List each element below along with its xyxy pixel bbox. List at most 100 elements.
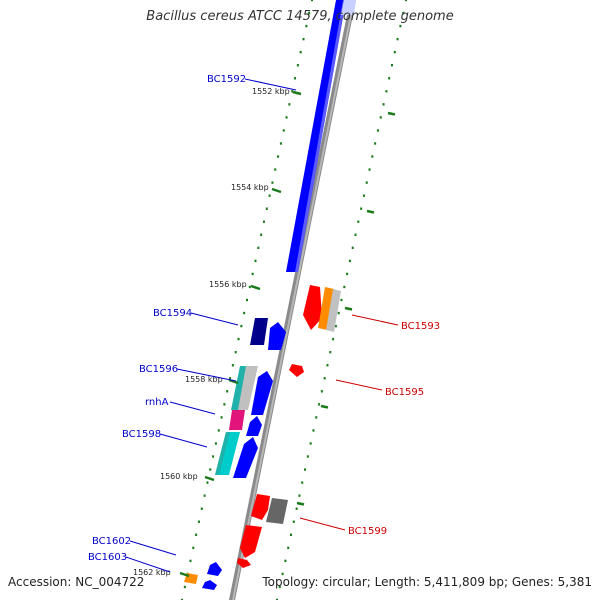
gene-bc1593-c[interactable] [326,289,341,332]
gene-bc1593-b[interactable] [318,287,334,330]
guide-dot [368,168,371,171]
guide-dot [318,403,321,406]
guide-dot [229,377,232,380]
gene-bc1598-b[interactable] [233,437,258,478]
gene-bc1594[interactable] [250,318,268,345]
gene-label[interactable]: BC1593 [401,321,440,332]
guide-dot [329,350,332,354]
gene-rnha[interactable] [229,410,245,430]
gene-leader-line [129,540,177,556]
guide-dot [192,546,195,550]
guide-dot [360,207,363,210]
guide-dot [306,455,309,458]
guide-dot [405,0,407,2]
reverse-features [237,285,341,568]
guide-dot [320,390,323,393]
tick-mark [271,187,282,194]
guide-dot [351,246,354,250]
tick-mark [366,209,375,214]
genome-summary: Topology: circular; Length: 5,411,809 bp… [262,575,592,589]
guide-dot [292,520,295,523]
gene-leader-line [335,379,383,391]
guide-dot [385,90,388,93]
guide-dot [337,311,340,315]
tick-labels: 1552 kbp 1554 kbp 1556 kbp 1558 kbp 1560 kbp… [133,87,290,577]
guide-dot [200,507,203,510]
tick-mark [296,501,305,506]
guide-dot [379,116,382,119]
guide-dot [393,50,396,54]
gene-bc1599-b[interactable] [266,498,288,524]
guide-dot [402,11,405,15]
guide-dot [357,220,360,223]
guide-dot [340,298,343,302]
guide-dot [234,350,237,354]
guide-dot [382,103,385,106]
gene-bc1593-a[interactable] [303,285,322,330]
tick-mark [292,90,302,96]
guide-dot [223,403,226,406]
gene-bc1595[interactable] [289,364,304,377]
guide-dot [309,442,312,445]
guide-dot [311,0,313,2]
guide-dot [265,207,268,210]
guide-dot [305,24,308,28]
gene-label[interactable]: BC1603 [88,552,127,563]
map-title: Bacillus cereus ATCC 14579, complete gen… [146,9,454,24]
forward-features [184,0,356,590]
tick-mark [179,571,190,578]
guide-dot [268,194,271,197]
gene-label[interactable]: BC1598 [122,429,161,440]
guide-dot [257,246,260,250]
gene-rnha-b[interactable] [246,416,262,436]
gene-bc1594-b[interactable] [268,322,286,350]
gene-label[interactable]: BC1602 [92,536,131,547]
guide-dot [388,77,391,80]
gene-label[interactable]: BC1596 [139,364,178,375]
gene-leader-line [176,368,237,382]
gene-leader-line [351,314,399,326]
guide-dot [332,337,335,341]
tick-label: 1554 kbp [231,183,269,192]
gene-bc1602[interactable] [207,562,222,576]
gene-label[interactable]: BC1594 [153,308,192,319]
gene-bc1599-c[interactable] [240,525,262,558]
guide-dot [374,142,377,145]
guide-dot [294,77,297,80]
gene-bc1598-dark [215,432,230,475]
guide-dot [348,259,351,263]
guide-dot [271,181,274,184]
gene-leaders [125,78,399,573]
backbone-highlight [232,0,355,600]
guide-dot [277,155,280,158]
gene-leader-line [244,78,297,91]
guide-dot [308,11,311,15]
guide-dot [291,90,294,93]
guide-dot [189,559,192,563]
guide-dot [217,429,220,432]
gene-labels: BC1592 BC1594 BC1596 rnhA BC1598 BC1602 BC1603… [88,74,440,563]
guide-dot [343,285,346,289]
gene-bc1603[interactable] [202,580,217,590]
tick-label: 1552 kbp [252,87,290,96]
inner-guide-dots [276,0,407,602]
guide-dot [231,364,234,367]
gene-bc1599-d[interactable] [237,558,251,568]
guide-dot [323,377,326,380]
tick-label: 1562 kbp [133,568,171,577]
guide-dot [298,494,301,497]
guide-dot [237,337,240,341]
guide-dot [260,233,263,236]
gene-label[interactable]: BC1595 [385,387,424,398]
guide-dot [326,364,329,367]
guide-dot [295,507,298,510]
gene-label[interactable]: BC1599 [348,526,387,537]
guide-dot [287,546,290,550]
guide-dot [399,24,402,28]
guide-dot [183,585,186,589]
gene-label[interactable]: rnhA [145,397,169,408]
gene-bc1599-a[interactable] [251,494,270,520]
gene-label[interactable]: BC1592 [207,74,246,85]
gene-bc1596-b[interactable] [251,371,273,415]
tick-mark [320,404,329,409]
